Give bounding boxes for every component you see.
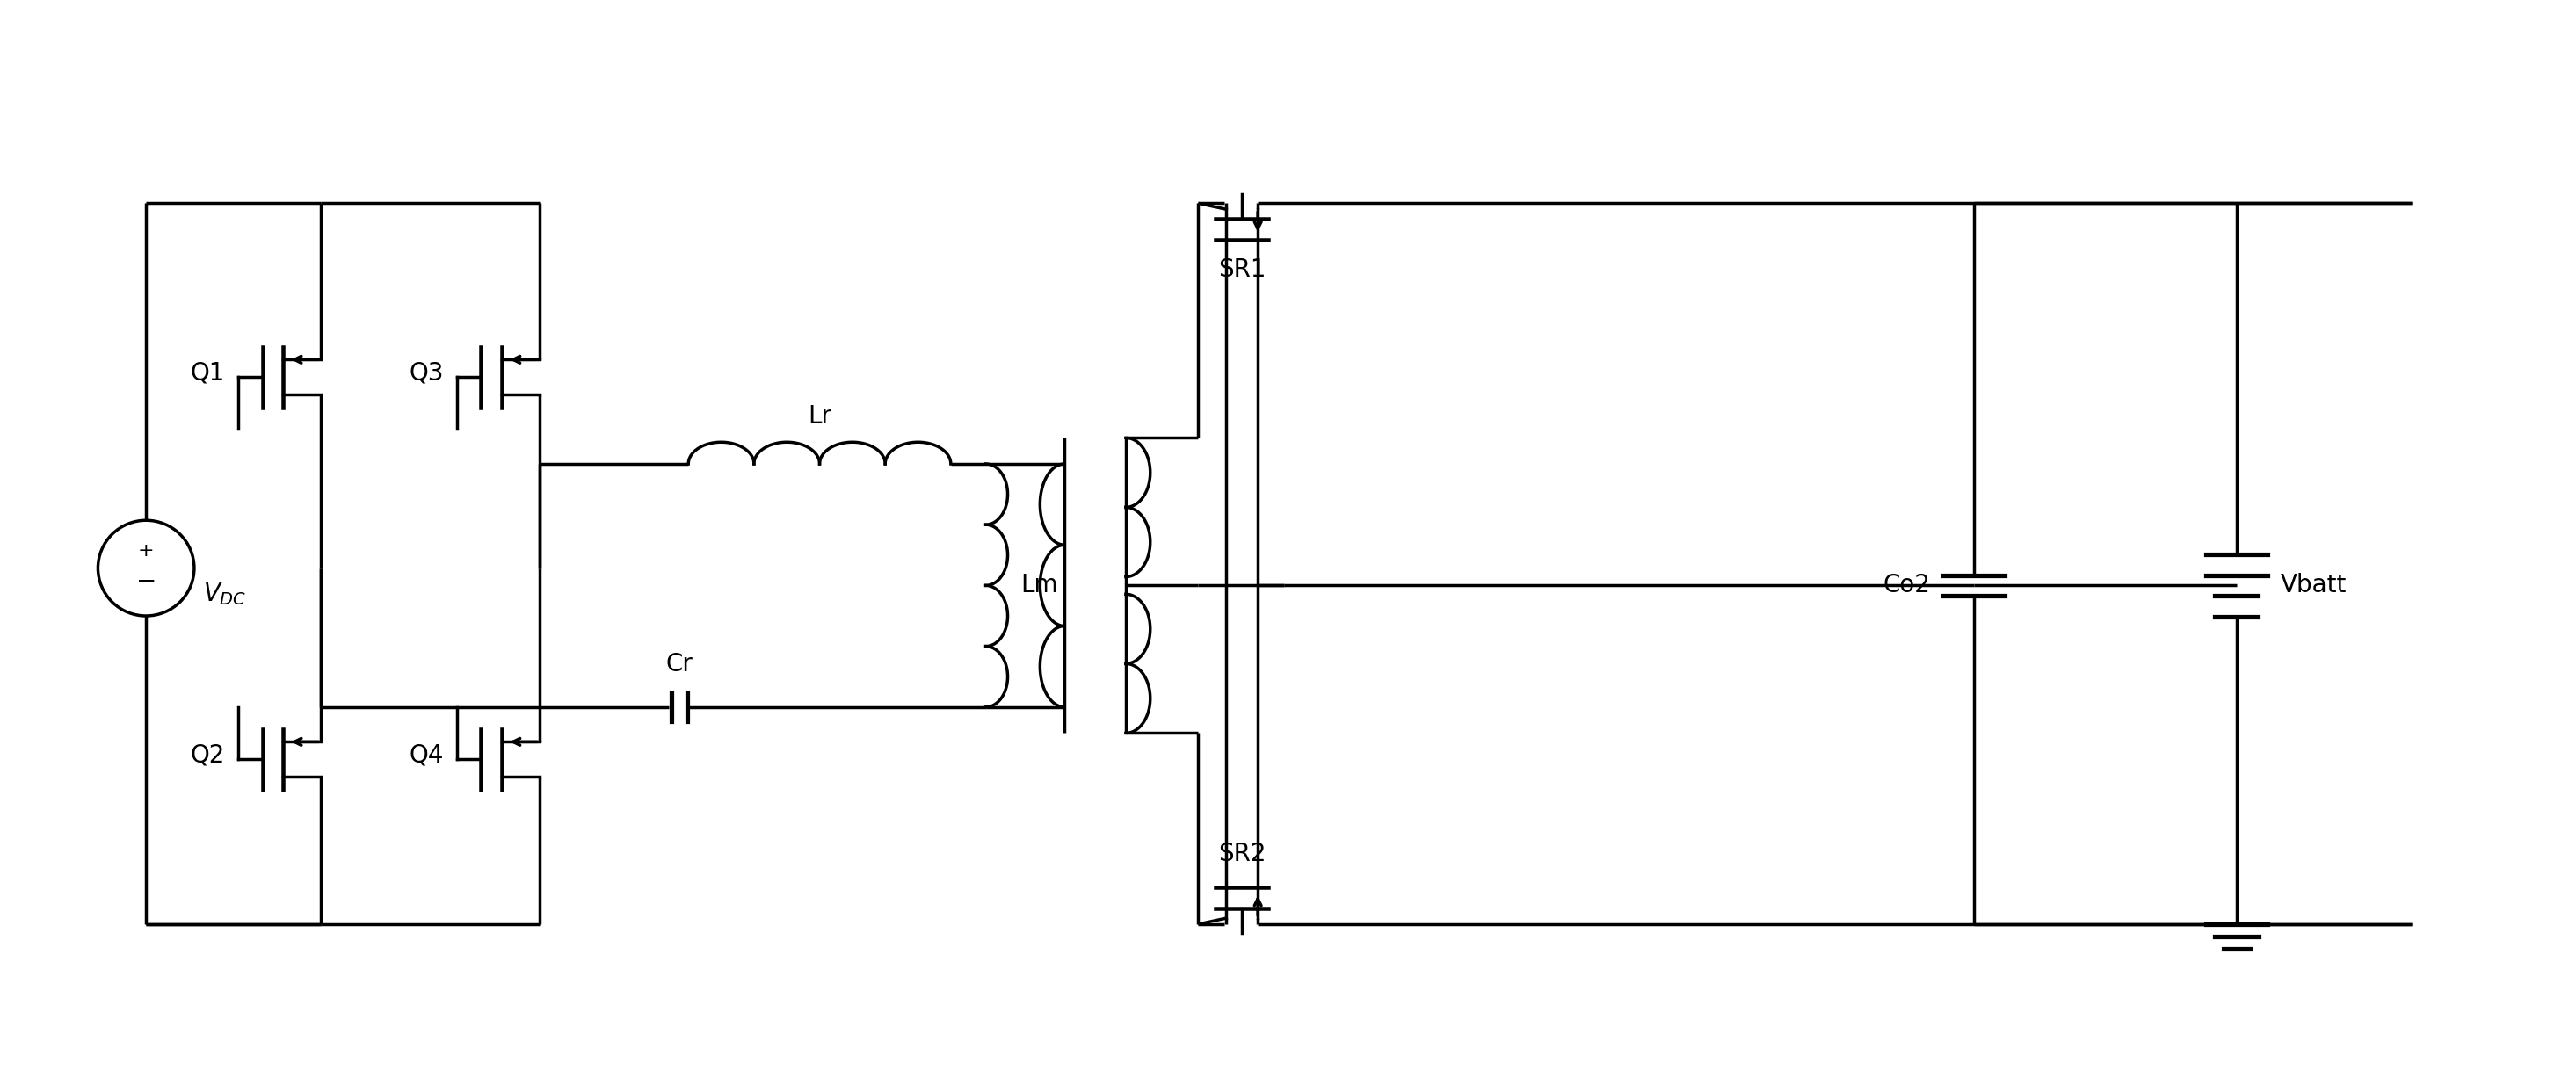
Text: SR2: SR2 <box>1218 842 1265 866</box>
Text: Lm: Lm <box>1020 573 1059 598</box>
Text: Q1: Q1 <box>191 360 224 385</box>
Text: Cr: Cr <box>667 652 693 677</box>
Text: +: + <box>139 542 155 559</box>
Text: Lr: Lr <box>809 404 832 429</box>
Text: SR1: SR1 <box>1218 258 1265 281</box>
Text: Vbatt: Vbatt <box>2280 573 2347 598</box>
Text: Co2: Co2 <box>1883 573 1929 598</box>
Text: −: − <box>137 569 157 593</box>
Text: Q4: Q4 <box>410 743 443 768</box>
Text: Q2: Q2 <box>191 743 224 768</box>
Text: Q3: Q3 <box>410 360 443 385</box>
Text: $V_{DC}$: $V_{DC}$ <box>204 581 247 607</box>
